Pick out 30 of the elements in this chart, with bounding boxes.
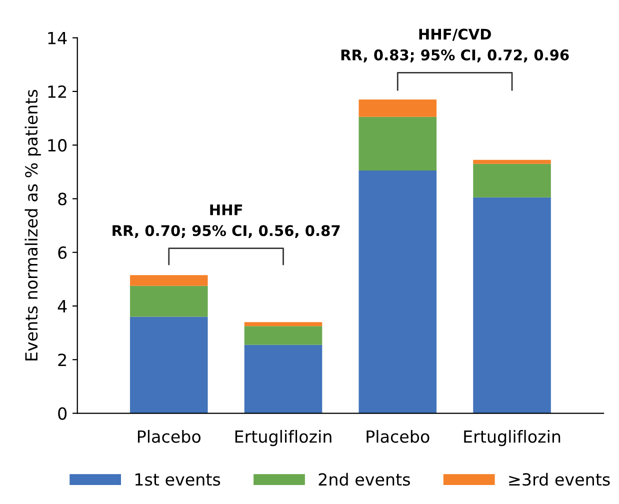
bar: [130, 275, 208, 286]
bar: [130, 286, 208, 317]
bar: [473, 160, 551, 164]
bar: [358, 116, 437, 171]
bar: [130, 316, 208, 414]
y-tick-label: 12: [48, 85, 66, 98]
bar: [244, 344, 322, 414]
bar: [473, 164, 551, 198]
y-axis-title: Events normalized as % patients: [24, 90, 41, 360]
x-tick-label: Placebo: [366, 430, 430, 443]
x-tick-label: Ertugliflozin: [464, 430, 560, 446]
y-tick-label: 4: [58, 300, 67, 312]
legend-label: 1st events: [135, 473, 220, 486]
bar: [244, 326, 322, 345]
bar: [244, 322, 322, 326]
y-tick-label: 8: [58, 192, 67, 206]
annotation: HHF RR, 0.70; 95% CI, 0.56, 0.87: [112, 204, 340, 238]
y-tick-label: 6: [58, 246, 67, 259]
y-tick-label: 10: [48, 139, 67, 152]
y-tick-label: 0: [58, 407, 67, 420]
bar: [358, 170, 437, 414]
bar: [358, 99, 437, 117]
annotation: HHF/CVD RR, 0.83; 95% CI, 0.72, 0.96: [341, 28, 569, 62]
y-tick-label: 14: [48, 32, 67, 44]
legend-label: 2nd events: [318, 472, 410, 486]
x-tick-label: Ertugliflozin: [235, 430, 332, 446]
x-tick-label: Placebo: [138, 430, 201, 443]
bar: [473, 197, 551, 414]
legend-label: ≥3rd events: [509, 472, 610, 486]
y-tick-label: 2: [58, 354, 66, 366]
